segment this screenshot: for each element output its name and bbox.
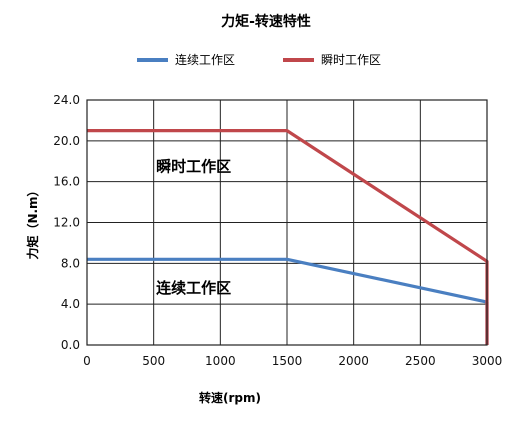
- legend-label-transient: 瞬时工作区: [321, 53, 381, 67]
- x-tick-label: 2500: [405, 354, 436, 368]
- y-tick-label: 8.0: [61, 256, 80, 270]
- chart-title: 力矩-转速特性: [221, 13, 311, 30]
- x-tick-label: 0: [83, 354, 91, 368]
- x-axis-title: 转速(rpm): [199, 390, 261, 405]
- region-label-continuous: 连续工作区: [156, 279, 231, 297]
- x-tick-label: 3000: [472, 354, 503, 368]
- legend: 连续工作区 瞬时工作区: [137, 52, 381, 67]
- y-tick-label: 12.0: [53, 216, 80, 230]
- y-tick-labels: 0.0 4.0 8.0 12.0 16.0 20.0 24.0: [53, 93, 80, 352]
- x-tick-label: 1500: [272, 354, 303, 368]
- y-tick-label: 16.0: [53, 175, 80, 189]
- y-tick-label: 0.0: [61, 338, 80, 352]
- x-tick-label: 1000: [205, 354, 236, 368]
- plot-frame: [86, 99, 488, 346]
- x-tick-label: 500: [142, 354, 165, 368]
- x-tick-labels: 0 500 1000 1500 2000 2500 3000: [83, 354, 502, 368]
- region-label-transient: 瞬时工作区: [156, 157, 231, 175]
- x-tick-label: 2000: [338, 354, 369, 368]
- legend-label-continuous: 连续工作区: [175, 52, 235, 67]
- y-tick-label: 4.0: [61, 297, 80, 311]
- y-tick-label: 20.0: [53, 134, 80, 148]
- y-axis-title: 力矩（N.m）: [25, 184, 40, 259]
- y-tick-label: 24.0: [53, 93, 80, 107]
